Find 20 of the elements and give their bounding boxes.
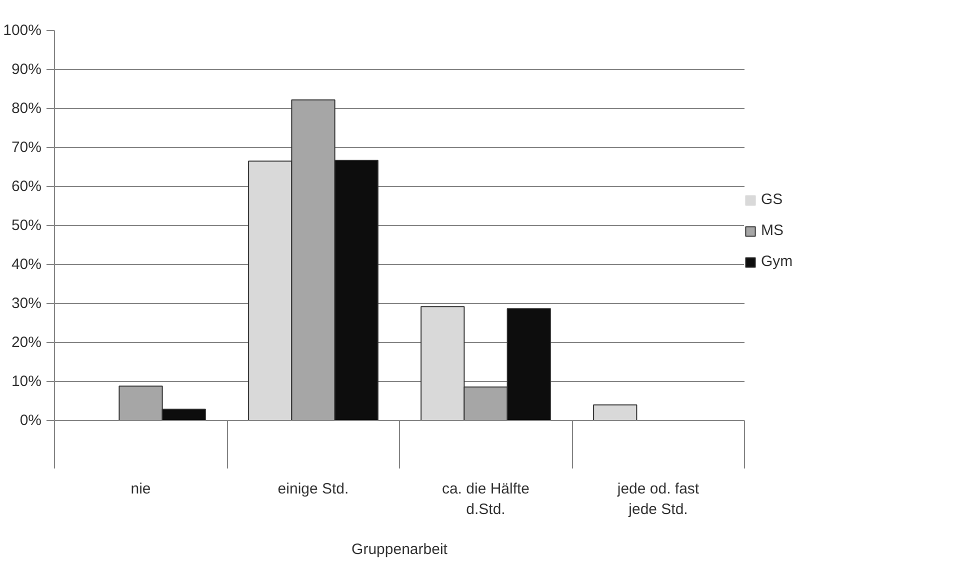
x-tick-label: ca. die Hälfte d.Std. [442, 480, 530, 518]
y-tick-label: 10% [11, 373, 42, 390]
legend-label: GS [761, 191, 783, 208]
y-tick-label: 60% [11, 178, 42, 195]
y-tick-label: 20% [11, 334, 42, 351]
y-tick-label: 0% [20, 412, 42, 429]
x-axis-title: Gruppenarbeit [352, 540, 448, 558]
y-tick-label: 50% [11, 217, 42, 234]
y-tick-label: 90% [11, 61, 42, 78]
y-tick-label: 100% [3, 22, 42, 39]
y-tick-label: 40% [11, 256, 42, 273]
y-tick-label: 70% [11, 139, 42, 156]
bar [593, 404, 638, 420]
y-tick-label: 30% [11, 295, 42, 312]
legend-label: MS [761, 222, 784, 239]
x-tick-label: nie [130, 480, 151, 498]
legend-label: Gym [761, 253, 793, 270]
y-tick-label: 80% [11, 100, 42, 117]
x-tick-label: jede od. fast jede Std. [616, 480, 700, 518]
x-tick-label: einige Std. [278, 480, 349, 498]
